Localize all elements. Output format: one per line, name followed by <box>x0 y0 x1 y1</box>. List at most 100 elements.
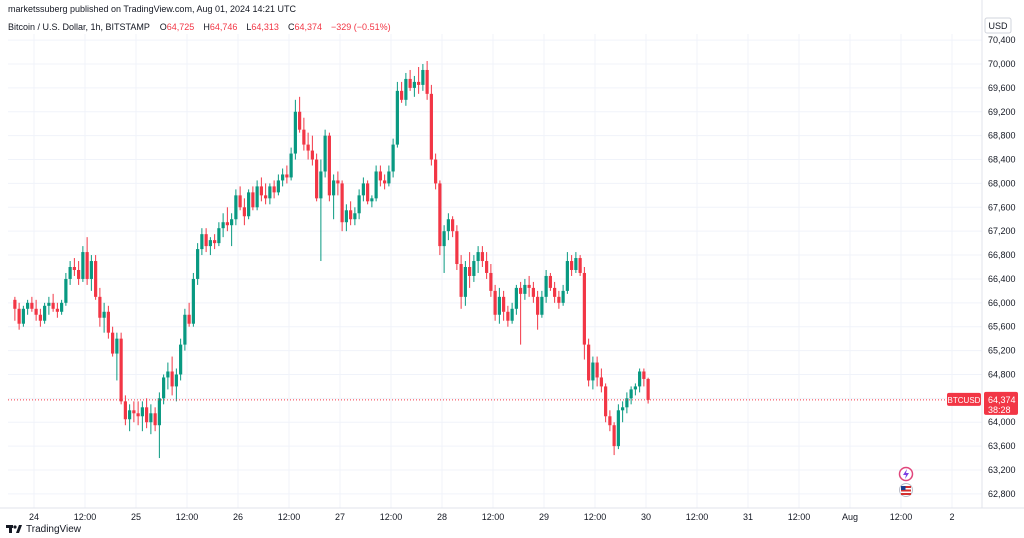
candle <box>111 326 115 357</box>
candle-body <box>438 183 442 247</box>
time-axis[interactable]: 24 12:00 25 12:00 26 12:00 27 12:00 28 12:00 29 12:… <box>0 507 1024 522</box>
candle <box>60 299 64 315</box>
candle <box>119 332 123 405</box>
candle-body <box>519 287 523 294</box>
candle-body <box>463 267 467 297</box>
candle-body <box>340 183 344 223</box>
lightning-event-icon[interactable] <box>898 466 914 482</box>
event-markers[interactable] <box>898 466 914 497</box>
candle <box>225 207 229 232</box>
candle <box>230 213 234 247</box>
close-value: 64,374 <box>294 22 322 32</box>
candle <box>404 72 408 106</box>
candle-body <box>344 210 348 223</box>
candle-body <box>442 231 446 247</box>
candle-body <box>646 378 650 400</box>
candle <box>217 222 221 247</box>
time-tick-label: 12:00 <box>176 512 199 522</box>
tradingview-footer[interactable]: TradingView <box>6 522 81 536</box>
symbol-badge <box>947 392 981 406</box>
candle-body <box>85 252 89 279</box>
candle <box>251 186 255 211</box>
candle <box>285 165 289 184</box>
candle-body <box>616 410 620 447</box>
candle-body <box>476 252 480 262</box>
price-tick-label: 70,400 <box>988 35 1016 45</box>
candle <box>259 177 263 202</box>
candle <box>361 177 365 202</box>
time-tick-label: 2 <box>949 512 954 522</box>
currency-box[interactable] <box>984 17 1012 34</box>
candle <box>455 225 459 270</box>
candle-body <box>13 299 17 309</box>
candle <box>221 213 225 238</box>
price-tick-label: 66,800 <box>988 250 1016 260</box>
candle <box>536 290 540 330</box>
candle <box>332 174 336 220</box>
candle-body <box>629 389 633 399</box>
candle <box>421 64 425 91</box>
candle-body <box>276 180 280 193</box>
candle-body <box>429 93 433 160</box>
candle <box>608 410 612 432</box>
symbol-title[interactable]: Bitcoin / U.S. Dollar, 1h, BITSTAMP <box>8 22 150 32</box>
candle-body <box>187 314 191 324</box>
candle <box>633 383 637 396</box>
candle-body <box>204 234 208 247</box>
candle <box>293 99 297 160</box>
publisher-line: marketssuberg published on TradingView.c… <box>8 4 297 14</box>
time-tick-label: 12:00 <box>890 512 913 522</box>
candle <box>374 165 378 202</box>
price-tick-label: 64,000 <box>988 417 1016 427</box>
candle <box>587 338 591 387</box>
candle <box>153 407 157 432</box>
flag-stripe <box>901 486 911 488</box>
candle-body <box>565 261 569 291</box>
candle <box>472 255 476 282</box>
candle <box>485 252 489 279</box>
candle-body <box>115 338 119 354</box>
candle-body <box>493 290 497 315</box>
candle-body <box>459 264 463 297</box>
open-value: 64,725 <box>166 22 195 32</box>
candle <box>429 84 433 166</box>
candle <box>434 153 438 190</box>
candle <box>340 180 344 232</box>
candle <box>234 189 238 226</box>
candle <box>319 159 323 262</box>
candle <box>523 278 527 300</box>
candle-body <box>162 377 166 399</box>
candle-body <box>531 287 535 297</box>
us-flag-event-icon[interactable] <box>899 483 913 497</box>
candle-body <box>638 371 642 387</box>
price-scale[interactable]: 70,400 70,000 69,600 69,200 68,800 68,400 68,0… <box>981 0 1016 508</box>
candle-body <box>621 407 625 411</box>
price-tick-label: 65,600 <box>988 322 1016 332</box>
candle <box>544 269 548 303</box>
candle-body <box>230 219 234 226</box>
candle <box>506 305 510 327</box>
candle-body <box>255 186 259 208</box>
candle <box>531 281 535 303</box>
candles <box>13 61 650 459</box>
tradingview-logo-icon <box>6 525 22 533</box>
price-tick-label: 63,200 <box>988 465 1016 475</box>
candle <box>395 81 399 148</box>
candle-body <box>293 111 297 154</box>
candle-body <box>370 198 374 202</box>
candle <box>366 180 370 205</box>
candle-body <box>417 81 421 85</box>
candle-body <box>408 78 412 88</box>
candle <box>98 287 102 327</box>
candle-body <box>404 78 408 100</box>
candle-body <box>170 371 174 387</box>
candle-body <box>489 272 493 291</box>
candle <box>646 377 650 404</box>
candle-body <box>425 69 429 94</box>
candle <box>47 296 51 315</box>
time-tick-label: 12:00 <box>74 512 97 522</box>
candle <box>166 362 170 390</box>
candle-body <box>272 186 276 193</box>
candle <box>578 255 582 276</box>
